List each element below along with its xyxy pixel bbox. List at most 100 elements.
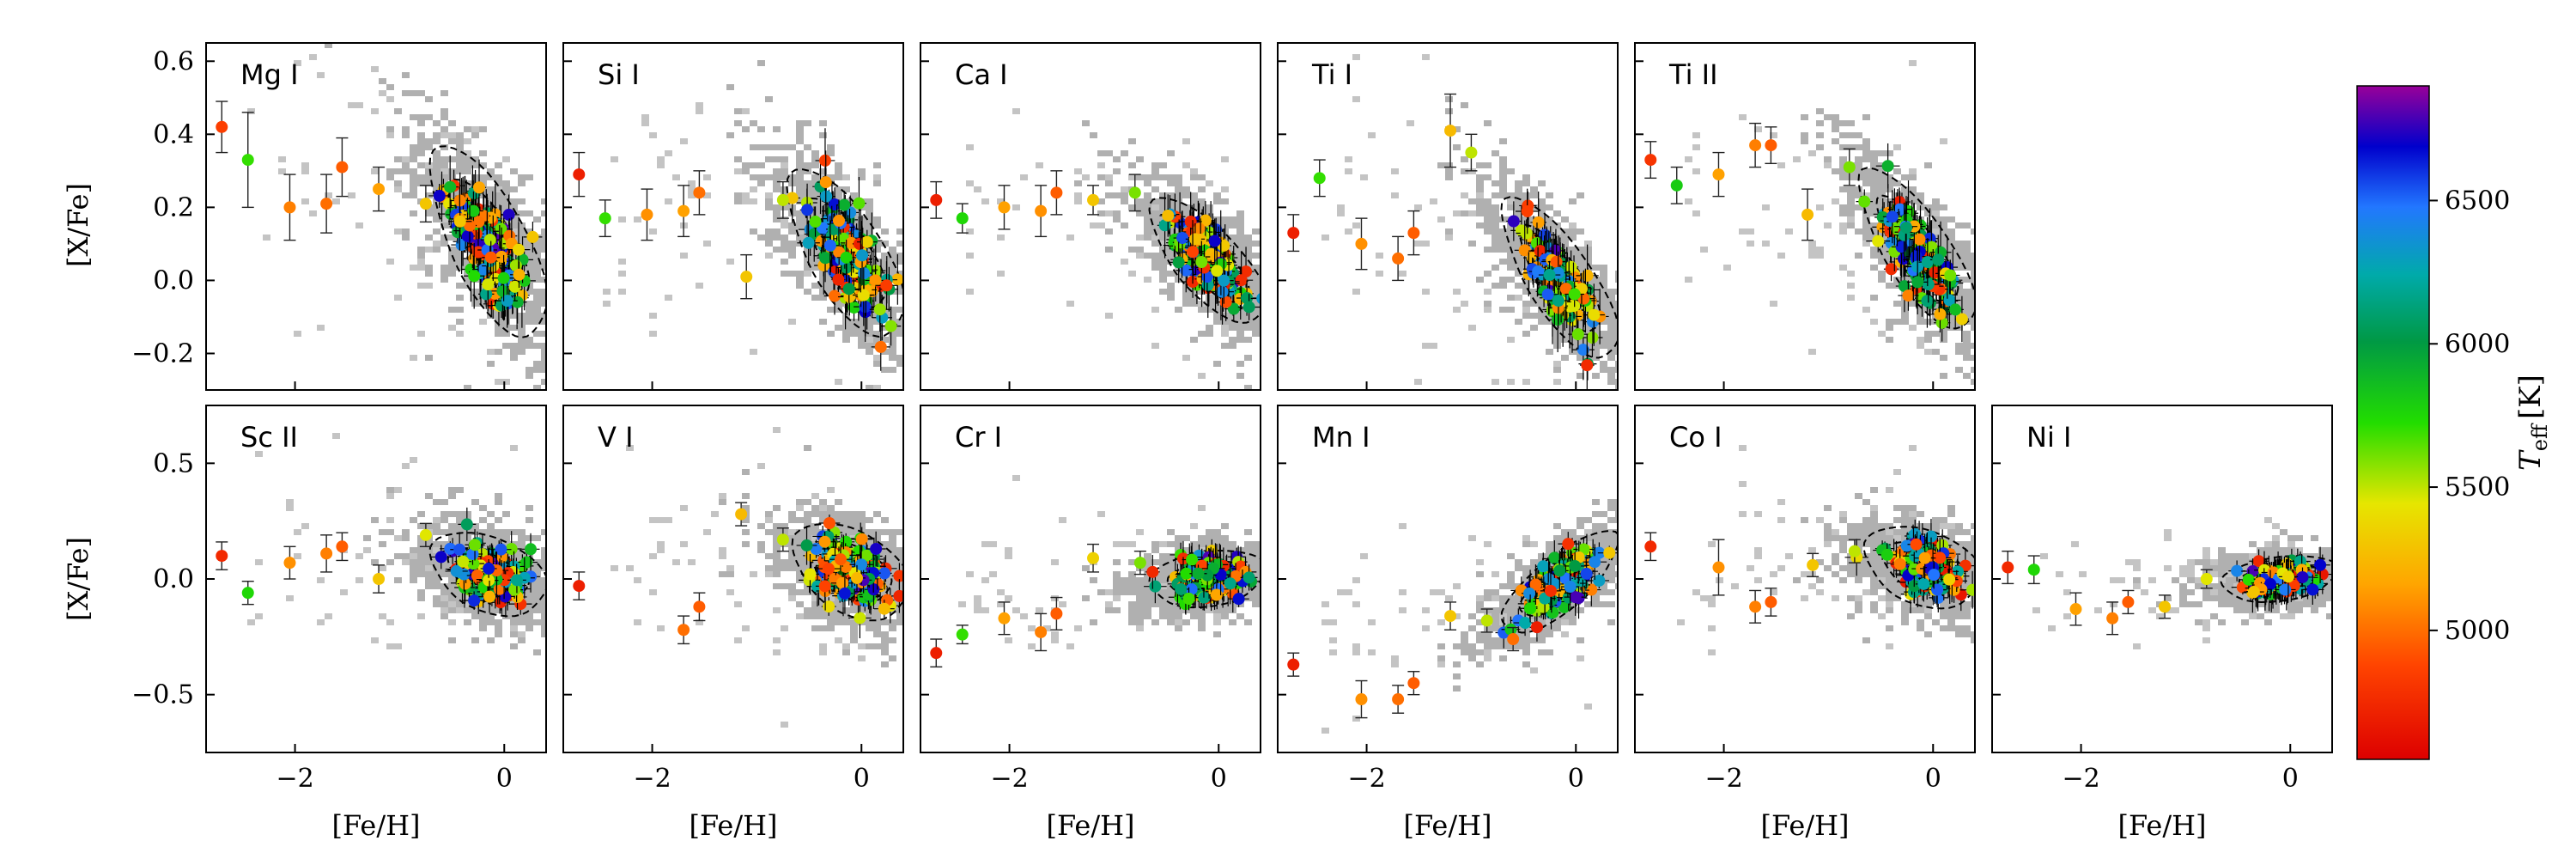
density-cell bbox=[1213, 216, 1221, 222]
density-cell bbox=[827, 277, 835, 283]
density-cell bbox=[518, 222, 526, 228]
density-cell bbox=[425, 96, 433, 102]
density-cell bbox=[1105, 228, 1113, 235]
cluster-star bbox=[523, 222, 543, 253]
density-cell bbox=[781, 222, 788, 228]
density-cell bbox=[866, 385, 873, 390]
density-cell bbox=[1221, 307, 1229, 313]
density-cell bbox=[541, 198, 546, 204]
density-cell bbox=[518, 331, 526, 337]
density-cell bbox=[1291, 295, 1298, 301]
density-cell bbox=[1267, 307, 1275, 313]
density-cell bbox=[1144, 210, 1151, 216]
density-cell bbox=[1236, 253, 1244, 259]
panel-title: Si I bbox=[598, 58, 640, 91]
density-cell bbox=[1136, 235, 1144, 241]
panel-si-i: Si I bbox=[562, 42, 958, 403]
star-point bbox=[1256, 292, 1261, 305]
density-cell bbox=[425, 235, 433, 241]
density-cell bbox=[433, 168, 440, 174]
density-cell bbox=[765, 192, 773, 198]
density-cell bbox=[1298, 355, 1306, 361]
density-cell bbox=[889, 355, 896, 361]
density-cell bbox=[549, 259, 556, 265]
density-cell bbox=[1198, 204, 1206, 210]
density-cell bbox=[1236, 337, 1244, 343]
density-cell bbox=[1236, 325, 1244, 331]
density-cell bbox=[417, 283, 425, 289]
density-cell bbox=[904, 325, 912, 331]
density-cell bbox=[1151, 216, 1159, 222]
density-cell bbox=[541, 265, 546, 271]
metal-poor-star bbox=[776, 180, 789, 219]
density-cell bbox=[386, 96, 394, 102]
star-point bbox=[1193, 222, 1206, 235]
density-cell bbox=[1291, 343, 1298, 349]
star-point bbox=[216, 120, 228, 133]
density-cell bbox=[1097, 210, 1105, 216]
density-cell bbox=[495, 174, 502, 180]
density-cell bbox=[618, 289, 626, 295]
star-point bbox=[641, 208, 653, 221]
density-cell bbox=[1244, 283, 1252, 289]
density-cell bbox=[425, 162, 433, 168]
cluster-star bbox=[480, 257, 496, 312]
cluster-stars bbox=[784, 128, 903, 371]
density-cell bbox=[1167, 289, 1175, 295]
density-cell bbox=[294, 331, 301, 337]
density-cell bbox=[533, 331, 541, 337]
density-cell bbox=[781, 247, 788, 253]
cluster-star bbox=[464, 243, 485, 309]
density-cell bbox=[417, 174, 425, 180]
density-cell bbox=[904, 301, 912, 307]
density-cell bbox=[1275, 361, 1283, 367]
star-point bbox=[508, 280, 521, 293]
density-cell bbox=[804, 168, 811, 174]
density-cell bbox=[796, 126, 804, 132]
density-cell bbox=[456, 319, 464, 325]
star-point bbox=[526, 230, 539, 243]
density-cell bbox=[819, 168, 827, 174]
cluster-star bbox=[482, 241, 501, 274]
density-cell bbox=[796, 241, 804, 247]
density-cell bbox=[425, 355, 433, 361]
star-point bbox=[468, 270, 481, 283]
density-cell bbox=[533, 343, 541, 349]
star-point bbox=[853, 197, 866, 210]
density-cell bbox=[819, 277, 827, 283]
density-cell bbox=[518, 174, 526, 180]
density-cell bbox=[526, 307, 533, 313]
density-cell bbox=[448, 156, 456, 162]
density-cell bbox=[657, 156, 665, 162]
density-cell bbox=[1221, 198, 1229, 204]
density-cell bbox=[603, 379, 611, 385]
density-cell bbox=[502, 186, 510, 192]
density-cell bbox=[827, 307, 835, 313]
density-cell bbox=[842, 319, 850, 325]
density-cell bbox=[796, 186, 804, 192]
density-cell bbox=[796, 174, 804, 180]
density-cell bbox=[641, 114, 649, 120]
density-cell bbox=[873, 355, 881, 361]
density-cell bbox=[866, 325, 873, 331]
density-cell bbox=[734, 192, 742, 198]
density-cell bbox=[541, 259, 546, 265]
metal-poor-star bbox=[283, 174, 296, 241]
density-cell bbox=[479, 319, 487, 325]
star-point bbox=[860, 235, 873, 248]
density-cell bbox=[533, 385, 541, 390]
density-cell bbox=[1267, 301, 1275, 307]
density-cell bbox=[533, 295, 541, 301]
panel-plot-area bbox=[930, 108, 1306, 390]
density-cell bbox=[433, 138, 440, 144]
star-point bbox=[373, 183, 386, 196]
density-cell bbox=[858, 331, 866, 337]
density-cell bbox=[935, 289, 943, 295]
density-cell bbox=[1213, 361, 1221, 367]
density-cell bbox=[866, 397, 873, 403]
density-cell bbox=[943, 295, 951, 301]
density-cell bbox=[464, 150, 471, 156]
density-cell bbox=[572, 253, 580, 259]
density-cell bbox=[951, 355, 958, 361]
density-cell bbox=[495, 198, 502, 204]
